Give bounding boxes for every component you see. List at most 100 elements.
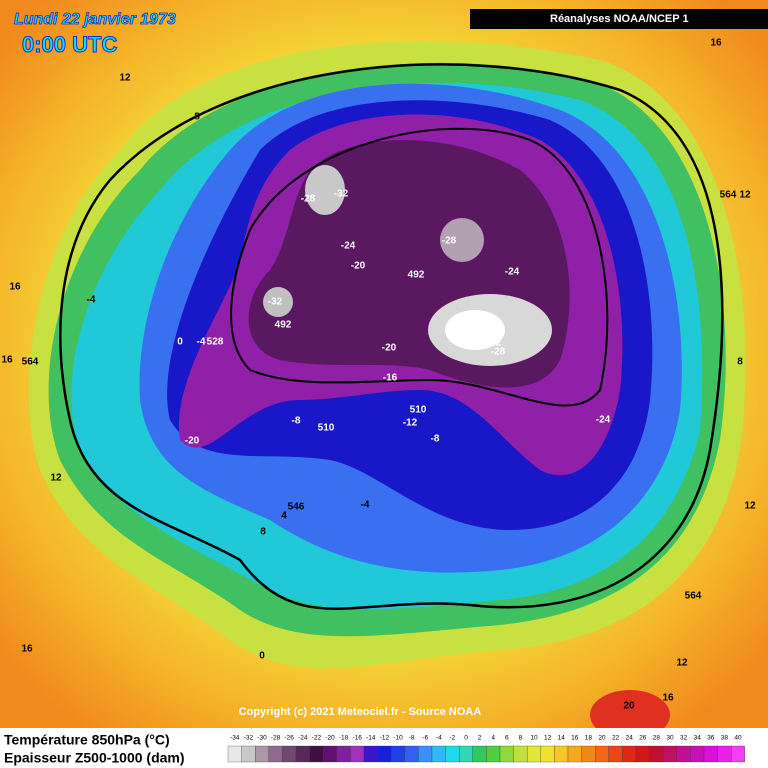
contour-label: 16 xyxy=(1,355,13,366)
scale-swatch xyxy=(391,745,405,763)
scale-swatch xyxy=(309,745,324,763)
scale-swatch xyxy=(445,745,460,763)
contour-label: -20 xyxy=(351,261,366,272)
scale-label: -14 xyxy=(366,735,376,742)
scale-label: -26 xyxy=(284,735,294,742)
contour-label: 12 xyxy=(50,473,62,484)
scale-label: -18 xyxy=(339,735,349,742)
contour-label: -4 xyxy=(361,500,370,511)
contour-label: -12 xyxy=(403,418,418,429)
scale-label: 30 xyxy=(666,735,674,742)
scale-swatch xyxy=(377,745,392,763)
contour-label: 492 xyxy=(275,320,292,331)
source: Réanalyses NOAA/NCEP 1 xyxy=(550,13,689,25)
source-box xyxy=(470,9,768,29)
contour-label: -24 xyxy=(341,241,356,252)
cold-core xyxy=(305,165,345,215)
scale-label: -12 xyxy=(380,735,390,742)
scale-swatch xyxy=(608,745,623,763)
contour-label: 528 xyxy=(207,337,224,348)
contour-label: 4 xyxy=(281,511,287,522)
scale-label: -16 xyxy=(352,735,362,742)
scale-label: 12 xyxy=(544,735,552,742)
contour-label: -24 xyxy=(596,415,611,426)
warm-core xyxy=(590,690,670,740)
copyright: Copyright (c) 2021 Meteociel.fr - Source… xyxy=(239,706,482,718)
contour-label: -32 xyxy=(334,189,349,200)
scale-label: 34 xyxy=(694,735,702,742)
contour-label: -20 xyxy=(382,343,397,354)
map-time: 0:00 UTC xyxy=(22,32,117,57)
contour-label: 16 xyxy=(662,693,674,704)
scale-label: 10 xyxy=(530,735,538,742)
contour-label: 546 xyxy=(288,502,305,513)
contour-label: -16 xyxy=(383,373,398,384)
contour-label: 16 xyxy=(710,38,722,49)
contour-label: 564 xyxy=(720,190,737,201)
scale-swatch xyxy=(282,745,297,763)
contour-label: 492 xyxy=(408,270,425,281)
contour-label: 12 xyxy=(119,73,131,84)
scale-swatch xyxy=(649,745,664,763)
scale-label: 18 xyxy=(585,735,593,742)
contour-label: 8 xyxy=(194,112,200,123)
scale-swatch xyxy=(581,745,596,763)
contour-label: 510 xyxy=(318,423,335,434)
scale-swatch xyxy=(486,745,501,763)
scale-swatch xyxy=(295,745,310,763)
contour-label: 0 xyxy=(177,337,183,348)
scale-swatch xyxy=(717,745,732,763)
scale-swatch xyxy=(418,745,433,763)
scale-swatch xyxy=(459,745,473,763)
scale-swatch xyxy=(731,745,745,763)
scale-label: 0 xyxy=(464,735,468,742)
scale-label: 28 xyxy=(653,735,661,742)
scale-swatch xyxy=(323,745,337,763)
contour-label: -8 xyxy=(431,434,440,445)
scale-swatch xyxy=(703,745,718,763)
contour-label: -8 xyxy=(292,416,301,427)
scale-swatch xyxy=(554,745,569,763)
thickness-contour xyxy=(230,127,609,407)
scale-label: -2 xyxy=(450,735,456,742)
scale-label: -10 xyxy=(393,735,403,742)
scale-label: 4 xyxy=(491,735,495,742)
contour-label: 8 xyxy=(737,357,743,368)
contour-label: -28 xyxy=(301,194,316,205)
scale-swatch xyxy=(567,745,582,763)
scale-swatch xyxy=(690,745,705,763)
scale-swatch xyxy=(676,745,691,763)
cold-core-center xyxy=(445,310,505,350)
contour-label: 16 xyxy=(21,644,33,655)
contour-label: -4 xyxy=(197,337,206,348)
color-scale: -34 -32 -30 -28 -26 -24 -22 -20 -18 -16 -14 -12 -10-… xyxy=(227,735,745,763)
contour-label: -4 xyxy=(87,295,96,306)
scale-label: -32 xyxy=(244,735,254,742)
scale-label: 24 xyxy=(626,735,634,742)
scale-label: 16 xyxy=(571,735,579,742)
scale-label: 6 xyxy=(505,735,509,742)
scale-swatch xyxy=(622,745,637,763)
contour-label: 16 xyxy=(9,282,21,293)
scale-swatch xyxy=(663,745,677,763)
scale-swatch xyxy=(635,745,650,763)
scale-label: -8 xyxy=(409,735,415,742)
legend-temperature: Température 850hPa (°C) xyxy=(4,732,170,748)
thickness-contour xyxy=(59,63,724,610)
contour-label: -20 xyxy=(185,436,200,447)
scale-label: -6 xyxy=(422,735,428,742)
contour-label: 564 xyxy=(685,591,702,602)
scale-label: -34 xyxy=(230,735,240,742)
scale-label: 20 xyxy=(598,735,606,742)
contour-label: 12 xyxy=(676,658,688,669)
scale-swatch xyxy=(268,745,283,763)
scale-label: 22 xyxy=(612,735,620,742)
contour-label: 564 xyxy=(22,357,39,368)
legend-thickness: Epaisseur Z500-1000 (dam) xyxy=(4,750,185,766)
contour-label: 12 xyxy=(744,501,756,512)
contour-label: 8 xyxy=(260,527,266,538)
scale-label: 38 xyxy=(721,735,729,742)
cold-core xyxy=(263,287,293,317)
scale-label: 8 xyxy=(519,735,523,742)
scale-swatch xyxy=(336,745,351,763)
